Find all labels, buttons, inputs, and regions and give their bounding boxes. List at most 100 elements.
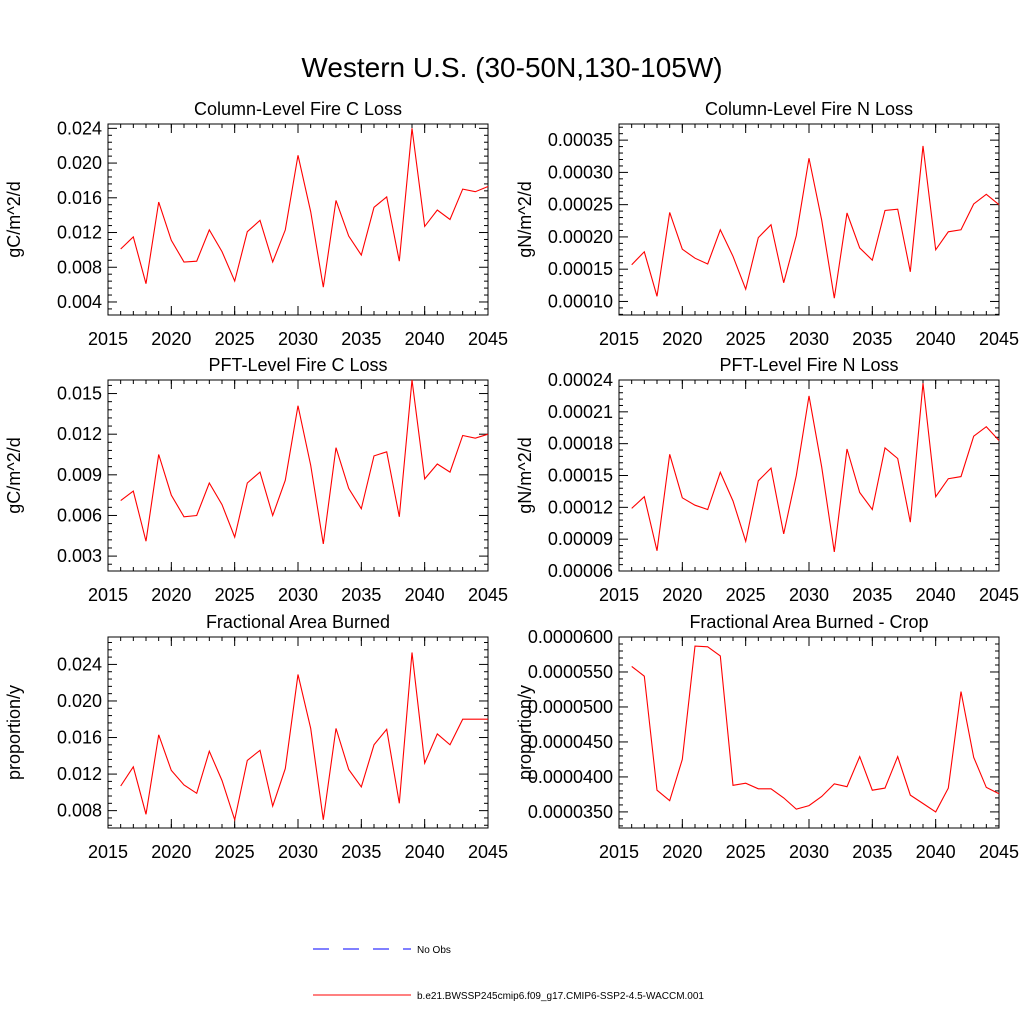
y-tick-label: 0.009 — [57, 465, 102, 485]
y-tick-label: 0.0000350 — [528, 802, 613, 822]
x-tick-label: 2015 — [88, 329, 128, 349]
y-tick-label: 0.0000450 — [528, 732, 613, 752]
y-tick-label: 0.00024 — [548, 370, 613, 390]
y-tick-label: 0.00020 — [548, 227, 613, 247]
y-tick-label: 0.004 — [57, 292, 102, 312]
series-line — [631, 645, 1000, 813]
x-tick-label: 2020 — [662, 329, 702, 349]
x-tick-label: 2040 — [916, 329, 956, 349]
y-tick-label: 0.008 — [57, 257, 102, 277]
x-tick-label: 2025 — [215, 329, 255, 349]
x-tick-label: 2025 — [215, 842, 255, 862]
y-tick-label: 0.006 — [57, 505, 102, 525]
x-tick-label: 2035 — [341, 585, 381, 605]
plot-frame — [107, 636, 489, 829]
x-tick-label: 2030 — [278, 585, 318, 605]
y-axis-label: gC/m^2/d — [4, 437, 24, 513]
x-tick-label: 2035 — [341, 842, 381, 862]
figure-title: Western U.S. (30-50N,130-105W) — [301, 52, 722, 83]
x-tick-label: 2035 — [852, 329, 892, 349]
y-tick-label: 0.00021 — [548, 402, 613, 422]
y-tick-label: 0.012 — [57, 764, 102, 784]
panel-title: Column-Level Fire N Loss — [705, 99, 913, 119]
y-tick-label: 0.016 — [57, 728, 102, 748]
legend-item: b.e21.BWSSP245cmip6.f09_g17.CMIP6-SSP2-4… — [313, 991, 704, 1002]
y-tick-label: 0.00018 — [548, 434, 613, 454]
series-line — [631, 383, 1000, 552]
series-line — [120, 379, 489, 544]
y-tick-label: 0.003 — [57, 546, 102, 566]
y-tick-label: 0.00012 — [548, 497, 613, 517]
x-tick-label: 2015 — [88, 585, 128, 605]
panel-3: PFT-Level Fire C Loss gC/m^2/d 2015 2020 202… — [4, 355, 508, 605]
panel-5: Fractional Area Burned proportion/y 2015 20… — [4, 612, 508, 862]
x-tick-label: 2040 — [916, 585, 956, 605]
y-tick-label: 0.00006 — [548, 561, 613, 581]
y-tick-label: 0.0000550 — [528, 662, 613, 682]
x-tick-label: 2030 — [278, 842, 318, 862]
x-tick-label: 2045 — [468, 842, 508, 862]
x-tick-label: 2015 — [599, 842, 639, 862]
x-tick-label: 2015 — [599, 585, 639, 605]
panel-title: PFT-Level Fire N Loss — [719, 355, 898, 375]
y-axis-label: proportion/y — [515, 685, 535, 780]
y-tick-label: 0.00025 — [548, 195, 613, 215]
x-tick-label: 2020 — [662, 585, 702, 605]
y-tick-label: 0.008 — [57, 801, 102, 821]
x-tick-label: 2030 — [789, 585, 829, 605]
y-tick-label: 0.00030 — [548, 162, 613, 182]
y-tick-label: 0.00009 — [548, 529, 613, 549]
y-tick-label: 0.016 — [57, 188, 102, 208]
panel-2: Column-Level Fire N Loss gN/m^2/d 2015 2020… — [515, 99, 1019, 349]
x-tick-label: 2045 — [979, 329, 1019, 349]
y-tick-label: 0.024 — [57, 118, 102, 138]
x-tick-label: 2035 — [341, 329, 381, 349]
plot-frame — [618, 123, 1000, 316]
x-tick-label: 2035 — [852, 585, 892, 605]
y-axis-label: gC/m^2/d — [4, 181, 24, 257]
x-tick-label: 2045 — [979, 842, 1019, 862]
x-tick-label: 2035 — [852, 842, 892, 862]
x-tick-label: 2020 — [151, 585, 191, 605]
y-tick-label: 0.00010 — [548, 291, 613, 311]
panel-6: Fractional Area Burned - Crop proportion/… — [515, 612, 1019, 862]
x-tick-label: 2025 — [726, 842, 766, 862]
x-tick-label: 2040 — [916, 842, 956, 862]
x-tick-label: 2020 — [662, 842, 702, 862]
series-line — [631, 145, 1000, 299]
series-line — [120, 652, 488, 822]
legend: No Obs b.e21.BWSSP245cmip6.f09_g17.CMIP6-… — [313, 945, 704, 1002]
legend-label: No Obs — [417, 945, 451, 956]
panel-title: Fractional Area Burned — [206, 612, 390, 632]
x-tick-label: 2045 — [468, 585, 508, 605]
x-tick-label: 2040 — [405, 842, 445, 862]
y-tick-label: 0.020 — [57, 691, 102, 711]
x-tick-label: 2030 — [789, 329, 829, 349]
x-tick-label: 2025 — [215, 585, 255, 605]
legend-label: b.e21.BWSSP245cmip6.f09_g17.CMIP6-SSP2-4… — [417, 991, 704, 1002]
panel-1: Column-Level Fire C Loss gC/m^2/d 2015 2020… — [4, 99, 508, 349]
y-tick-label: 0.020 — [57, 153, 102, 173]
panel-title: Column-Level Fire C Loss — [194, 99, 402, 119]
x-tick-label: 2040 — [405, 585, 445, 605]
panel-title: PFT-Level Fire C Loss — [208, 355, 387, 375]
y-axis-label: gN/m^2/d — [515, 181, 535, 257]
y-tick-label: 0.00035 — [548, 130, 613, 150]
y-tick-label: 0.0000500 — [528, 697, 613, 717]
panel-title: Fractional Area Burned - Crop — [689, 612, 928, 632]
x-tick-label: 2045 — [979, 585, 1019, 605]
x-tick-label: 2045 — [468, 329, 508, 349]
y-tick-label: 0.012 — [57, 424, 102, 444]
x-tick-label: 2030 — [278, 329, 318, 349]
x-tick-label: 2025 — [726, 585, 766, 605]
panel-4: PFT-Level Fire N Loss gN/m^2/d 2015 2020 202… — [515, 355, 1019, 605]
y-axis-label: gN/m^2/d — [515, 437, 535, 513]
x-tick-label: 2040 — [405, 329, 445, 349]
y-tick-label: 0.012 — [57, 223, 102, 243]
panels: Column-Level Fire C Loss gC/m^2/d 2015 2020… — [4, 99, 1019, 862]
legend-item: No Obs — [313, 945, 451, 956]
y-tick-label: 0.00015 — [548, 466, 613, 486]
y-tick-label: 0.0000400 — [528, 767, 613, 787]
x-tick-label: 2020 — [151, 842, 191, 862]
